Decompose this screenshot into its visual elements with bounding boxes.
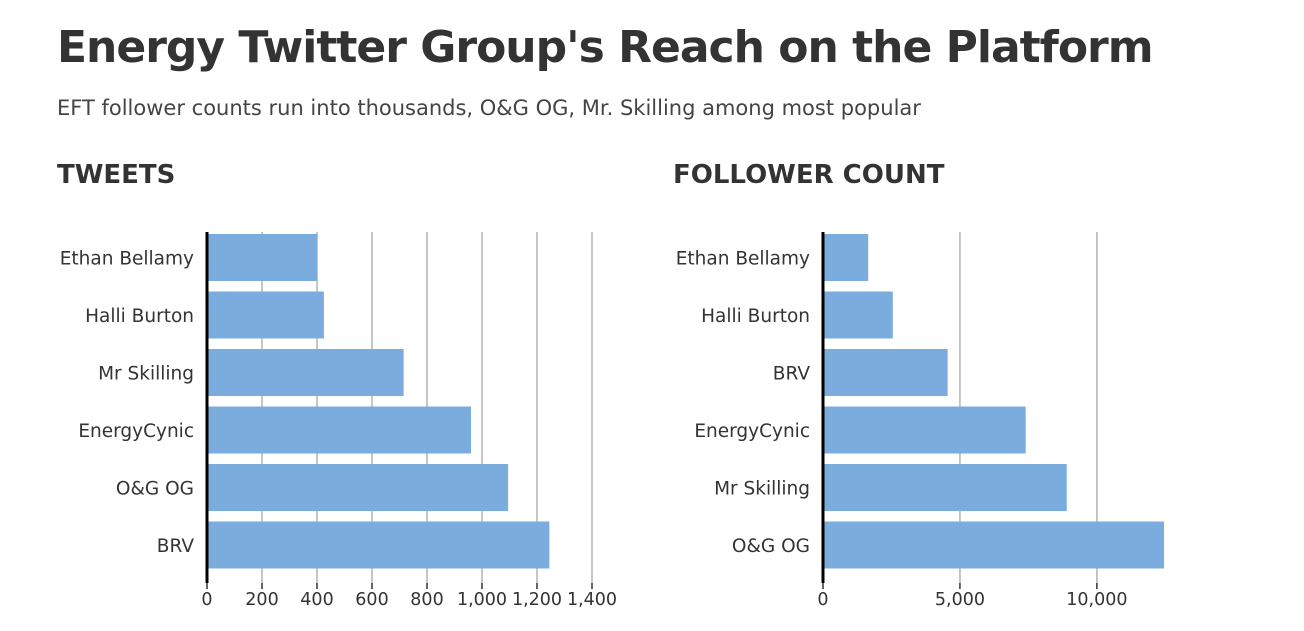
category-label: Ethan Bellamy [676,249,810,270]
page-title: Energy Twitter Group's Reach on the Plat… [57,22,1154,73]
bar [207,406,471,454]
tweets-bar-chart: Ethan Bellamy Halli Burton Mr Skilling Ener… [60,232,617,610]
bar [823,406,1026,454]
page-subtitle: EFT follower counts run into thousands, … [57,96,921,120]
bar [823,464,1067,511]
bar [823,234,869,281]
category-label: Ethan Bellamy [60,249,194,270]
x-tick-label: 400 [300,590,333,610]
category-label: Mr Skilling [714,479,810,500]
x-tick-label: 0 [201,590,212,610]
bar [207,349,404,396]
bar [207,291,324,339]
x-tick-label: 600 [355,590,388,610]
category-label: Halli Burton [85,306,194,327]
x-tick-label: 1,400 [567,590,617,610]
category-label: Halli Burton [701,306,810,327]
category-label: Mr Skilling [98,364,194,385]
tweets-chart-title: TWEETS [57,160,176,190]
category-label: EnergyCynic [694,421,810,442]
bar [823,349,948,396]
category-label: O&G OG [732,536,810,557]
category-label: BRV [157,536,195,557]
bar [823,291,893,339]
bar [207,464,509,511]
x-tick-label: 800 [410,590,443,610]
x-tick-label: 0 [817,590,828,610]
bar [823,521,1164,569]
category-label: EnergyCynic [78,421,194,442]
x-tick-label: 5,000 [935,590,985,610]
x-tick-label: 1,000 [457,590,507,610]
category-label: O&G OG [116,479,194,500]
x-tick-label: 10,000 [1066,590,1127,610]
follower-chart-title: FOLLOWER COUNT [673,160,945,190]
bar [207,234,317,281]
x-tick-label: 1,200 [512,590,562,610]
category-label: BRV [773,364,811,385]
bar [207,521,550,569]
follower-bar-chart: Ethan Bellamy Halli Burton BRV EnergyCynic M… [676,232,1164,610]
x-tick-label: 200 [245,590,278,610]
